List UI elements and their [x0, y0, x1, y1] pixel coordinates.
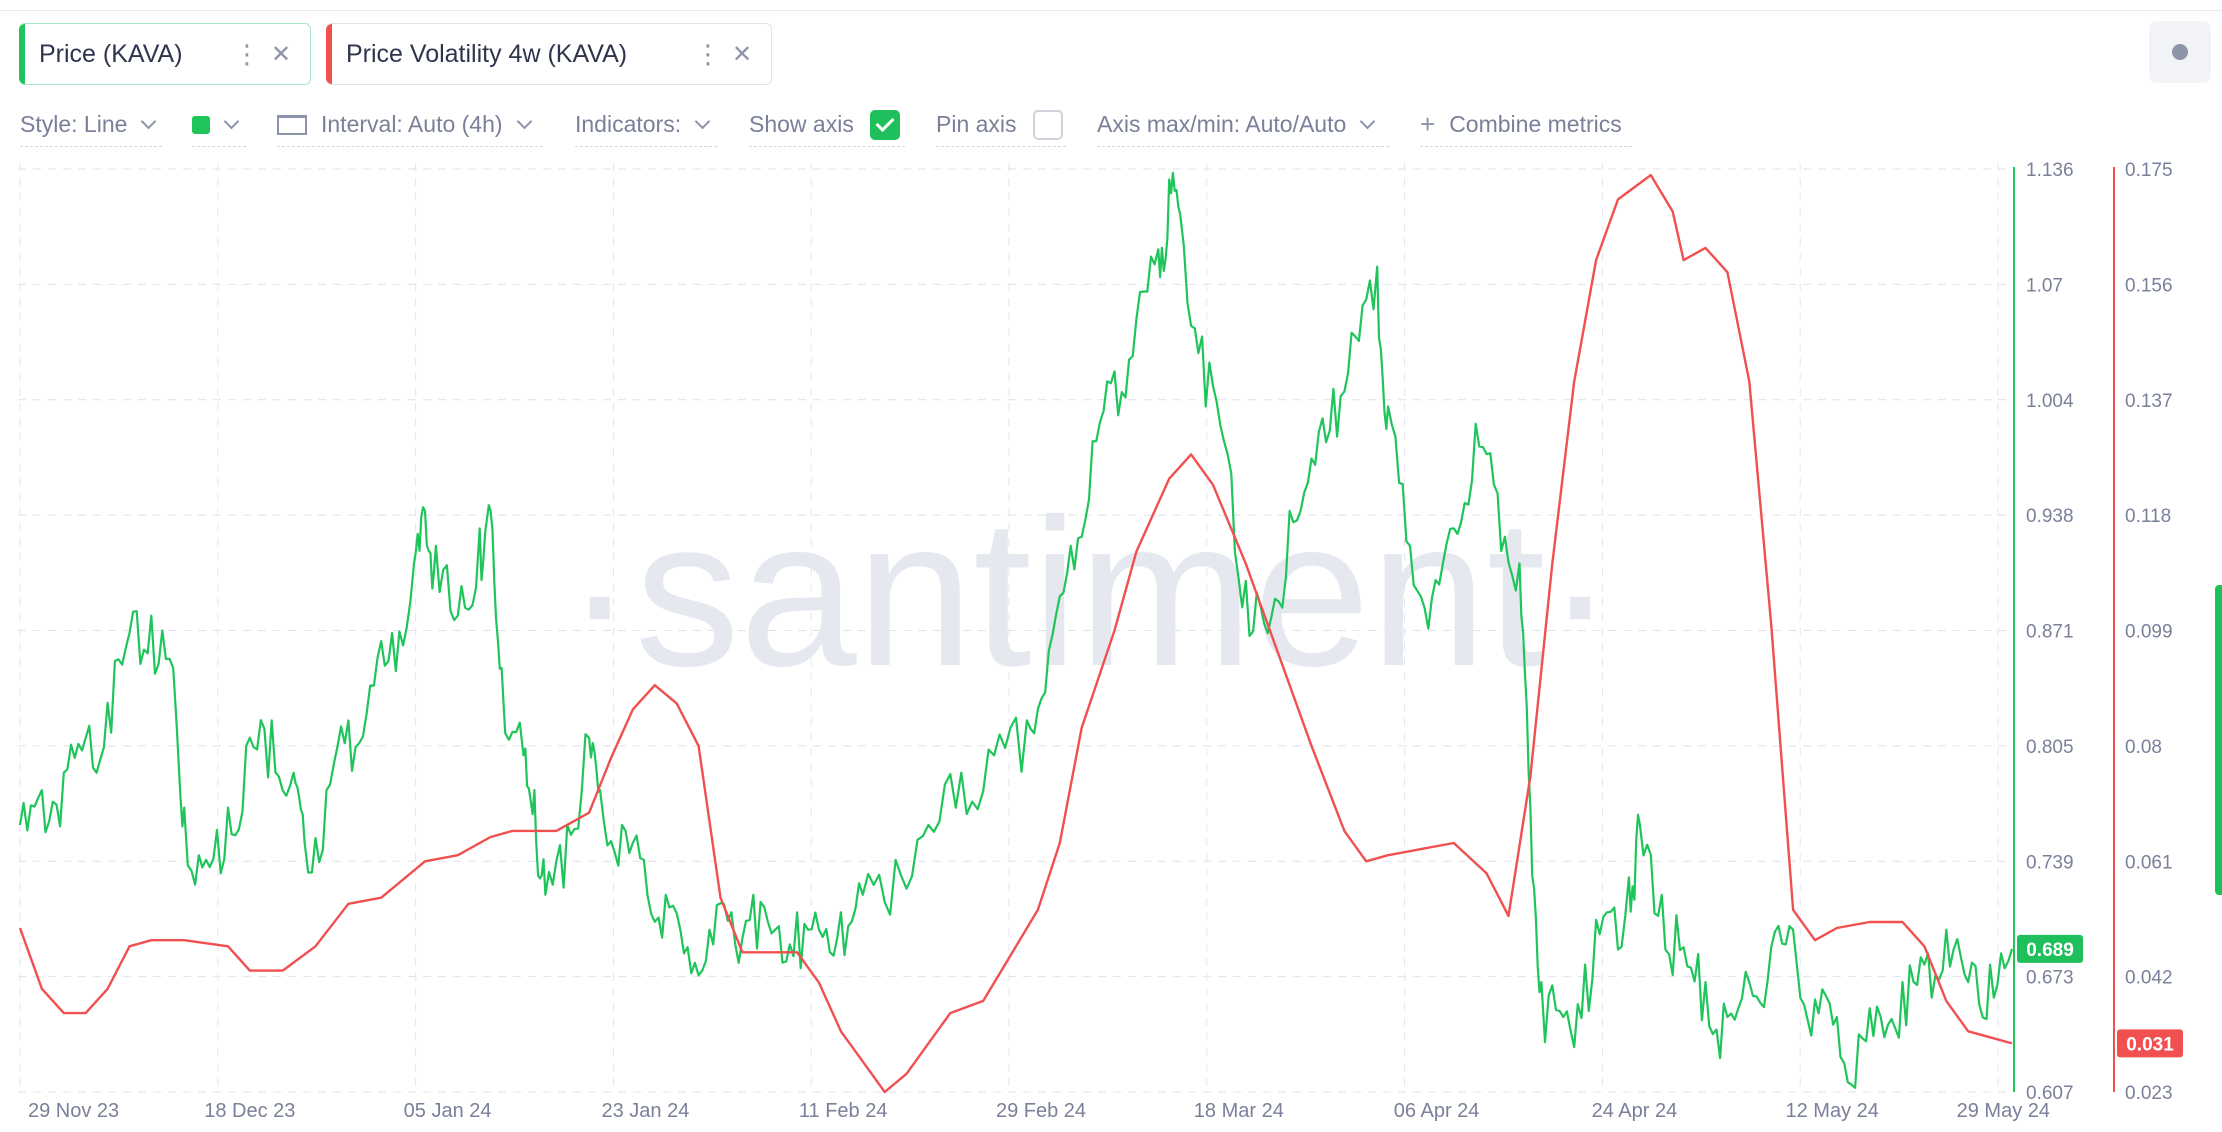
x-axis-tick-label: 12 May 24 — [1786, 1100, 1879, 1122]
style-label: Style: Line — [20, 111, 128, 137]
x-axis-tick-label: 11 Feb 24 — [799, 1100, 888, 1122]
y-axis-right-tick-label: 0.042 — [2125, 968, 2173, 989]
metric-color-bar — [326, 24, 332, 84]
x-axis-tick-label: 05 Jan 24 — [404, 1100, 492, 1122]
side-panel-tab[interactable] — [2215, 585, 2222, 895]
kebab-menu-icon[interactable]: ⋮ — [234, 38, 260, 69]
metric-color-bar — [19, 24, 25, 84]
chart-axes: 29 Nov 23 18 Dec 23 05 Jan 24 23 Jan 24 11 F… — [28, 160, 2183, 1122]
style-dropdown[interactable]: Style: Line — [20, 103, 162, 147]
chevron-down-icon — [141, 113, 157, 130]
interval-label: Interval: Auto (4h) — [321, 111, 503, 137]
settings-toggle-button[interactable] — [2149, 21, 2211, 83]
chart-series — [18, 171, 2014, 1094]
chevron-down-icon — [516, 113, 532, 130]
show-axis-checkbox[interactable] — [869, 109, 900, 140]
y-axis-right-tick-label: 0.061 — [2125, 852, 2173, 873]
x-axis-tick-label: 29 Nov 23 — [28, 1100, 119, 1122]
top-divider — [0, 10, 2222, 11]
price-current-badge — [2017, 934, 2083, 963]
chevron-down-icon — [1360, 113, 1376, 130]
metric-chip-price[interactable]: Price (KAVA) ⋮ ✕ — [19, 23, 311, 85]
chevron-down-icon — [694, 113, 711, 130]
y-axis-right-tick-label: 0.118 — [2125, 506, 2171, 527]
y-axis-right-tick-label: 0.137 — [2125, 391, 2173, 412]
series-line-price — [18, 171, 2014, 1089]
y-axis-right-tick-label: 0.08 — [2125, 737, 2162, 758]
x-axis-tick-label: 29 May 24 — [1957, 1100, 2050, 1122]
y-axis-right-tick-label: 0.023 — [2125, 1083, 2173, 1104]
y-axis-left-tick-label: 0.607 — [2026, 1083, 2074, 1104]
close-icon[interactable]: ✕ — [270, 40, 292, 68]
x-axis-tick-label: 23 Jan 24 — [601, 1100, 689, 1122]
y-axis-right-tick-label: 0.175 — [2125, 160, 2173, 181]
indicators-label: Indicators: — [575, 111, 682, 137]
chevron-down-icon — [223, 113, 240, 130]
x-axis-tick-label: 18 Dec 23 — [204, 1100, 295, 1122]
color-swatch — [192, 115, 210, 134]
kebab-menu-icon[interactable]: ⋮ — [695, 38, 721, 69]
pin-axis-checkbox[interactable] — [1032, 109, 1063, 140]
y-axis-right-tick-label: 0.156 — [2125, 275, 2173, 296]
y-axis-right-tick-label: 0.099 — [2125, 622, 2173, 643]
y-axis-left-tick-label: 0.805 — [2026, 737, 2074, 758]
series-line-volatility — [18, 173, 2013, 1094]
metric-chip-volatility[interactable]: Price Volatility 4w (KAVA) ⋮ ✕ — [326, 23, 772, 85]
pin-axis-label: Pin axis — [936, 111, 1017, 137]
color-picker[interactable] — [192, 103, 246, 147]
y-axis-left-tick-label: 1.136 — [2026, 160, 2074, 181]
combine-metrics-button[interactable]: + Combine metrics — [1420, 103, 1632, 147]
volatility-current-badge — [2117, 1029, 2183, 1058]
interval-icon — [277, 114, 307, 135]
x-axis-tick-label: 06 Apr 24 — [1394, 1100, 1480, 1122]
price-chart[interactable]: ·santiment· 29 Nov 23 18 Dec 23 05 Jan 24 2… — [0, 155, 2222, 1132]
y-axis-left-tick-label: 0.739 — [2026, 852, 2074, 873]
close-icon[interactable]: ✕ — [731, 40, 753, 68]
metric-label: Price (KAVA) — [39, 39, 183, 68]
show-axis-label: Show axis — [749, 111, 854, 137]
pin-axis-toggle[interactable]: Pin axis — [936, 103, 1066, 147]
axis-maxmin-label: Axis max/min: Auto/Auto — [1097, 111, 1347, 137]
indicators-dropdown[interactable]: Indicators: — [575, 103, 717, 147]
y-axis-left-tick-label: 1.004 — [2026, 391, 2074, 412]
y-axis-left-tick-label: 0.938 — [2026, 506, 2074, 527]
metric-label: Price Volatility 4w (KAVA) — [346, 39, 628, 68]
price-current-value: 0.689 — [2026, 940, 2074, 961]
x-axis-tick-label: 24 Apr 24 — [1592, 1100, 1678, 1122]
x-axis-tick-label: 18 Mar 24 — [1194, 1100, 1284, 1122]
volatility-current-value: 0.031 — [2126, 1034, 2174, 1055]
axis-maxmin-dropdown[interactable]: Axis max/min: Auto/Auto — [1097, 103, 1389, 147]
y-axis-left-tick-label: 0.673 — [2026, 968, 2074, 989]
watermark: ·santiment· — [565, 475, 1615, 710]
y-axis-left-tick-label: 0.871 — [2026, 622, 2074, 643]
y-axis-left-tick-label: 1.07 — [2026, 275, 2063, 296]
show-axis-toggle[interactable]: Show axis — [749, 103, 905, 147]
x-axis-tick-label: 29 Feb 24 — [996, 1100, 1086, 1122]
combine-metrics-label: Combine metrics — [1449, 111, 1622, 137]
dot-icon — [2172, 44, 2188, 60]
plus-icon: + — [1420, 109, 1436, 139]
interval-dropdown[interactable]: Interval: Auto (4h) — [277, 103, 543, 147]
